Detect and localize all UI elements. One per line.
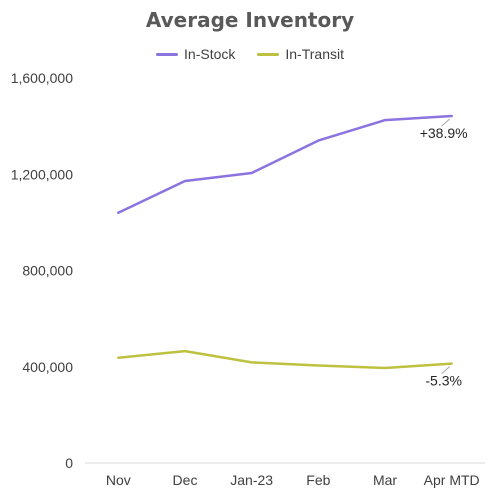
annotation-label: -5.3% [425, 373, 462, 389]
x-tick-label: Nov [106, 472, 131, 488]
y-tick-label: 0 [65, 455, 73, 471]
x-tick-label: Mar [373, 472, 397, 488]
y-tick-label: 800,000 [22, 263, 73, 279]
x-tick-label: Apr MTD [424, 472, 480, 488]
legend-swatch-in-stock [156, 52, 179, 56]
y-tick-label: 1,600,000 [11, 70, 73, 86]
x-tick-label: Feb [306, 472, 330, 488]
legend-label-in-transit: In-Transit [285, 46, 344, 62]
legend-item-in-transit: In-Transit [257, 46, 344, 62]
legend: In-Stock In-Transit [0, 46, 500, 62]
y-tick-label: 1,200,000 [11, 166, 73, 182]
series-line-in-transit [117, 349, 453, 370]
legend-label-in-stock: In-Stock [184, 46, 236, 62]
annotation-leader [441, 366, 450, 374]
x-tick-label: Jan-23 [230, 472, 273, 488]
legend-item-in-stock: In-Stock [156, 46, 235, 62]
x-tick-label: Dec [173, 472, 198, 488]
annotation-leader [441, 118, 450, 127]
series-line-in-stock [117, 114, 453, 215]
legend-swatch-in-transit [257, 52, 280, 56]
annotation-label: +38.9% [420, 125, 468, 141]
chart-title: Average Inventory [145, 8, 355, 32]
y-tick-label: 400,000 [22, 359, 73, 375]
